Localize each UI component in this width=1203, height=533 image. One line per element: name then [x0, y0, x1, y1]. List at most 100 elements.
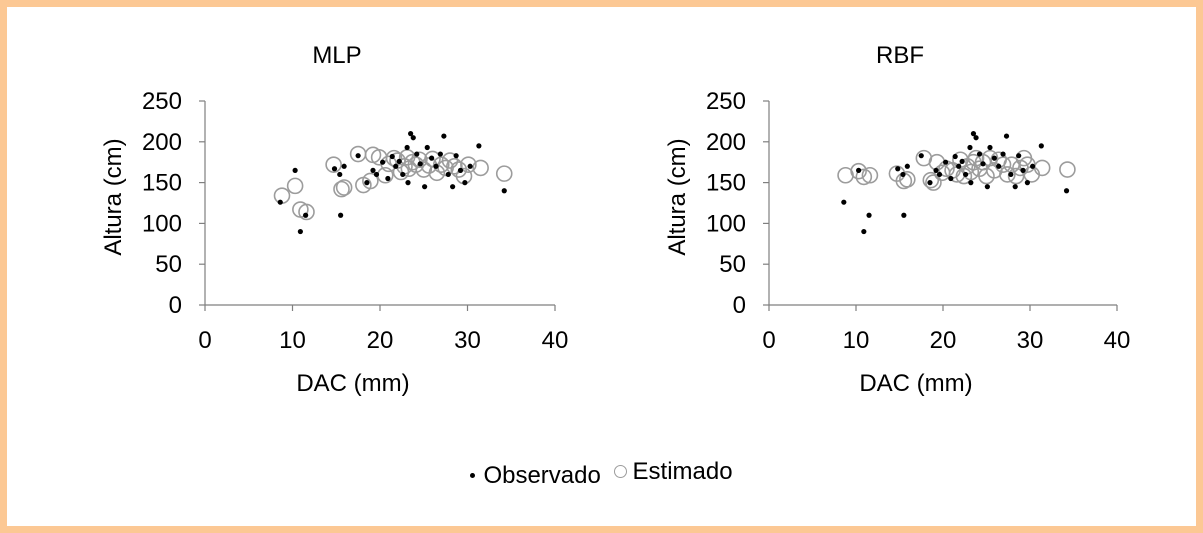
data-point-observado [980, 161, 986, 167]
y-tick-label: 150 [706, 170, 746, 197]
estimated-marker-icon [613, 465, 627, 478]
data-point-observado [991, 155, 997, 161]
data-point-observado [1030, 163, 1036, 169]
legend-label-observed: Observado [483, 461, 601, 489]
data-point-observado [933, 167, 939, 173]
data-point-observado [963, 171, 969, 178]
y-tick-label: 100 [706, 210, 746, 237]
x-tick-label: 10 [843, 327, 870, 354]
data-point-observado [1012, 184, 1018, 190]
y-tick-label: 0 [733, 292, 746, 319]
data-point-observado [918, 153, 924, 159]
data-point-observado [405, 180, 411, 186]
data-point-observado [1000, 151, 1006, 157]
y-tick-label: 150 [142, 170, 182, 197]
data-point-observado [501, 188, 507, 194]
legend-item-observed: Observado [470, 461, 601, 490]
data-point-observado [385, 175, 391, 182]
data-point-observado [987, 144, 993, 151]
y-tick-label: 200 [706, 129, 746, 156]
data-point-observado [450, 184, 456, 190]
data-point-observado [404, 144, 410, 151]
data-point-observado [927, 180, 933, 186]
data-point-observado [973, 135, 979, 141]
x-tick-label: 30 [1017, 327, 1044, 354]
data-point-observado [331, 166, 338, 172]
data-point-observado [970, 131, 977, 137]
y-tick-label: 0 [169, 292, 182, 319]
data-point-observado [441, 133, 447, 139]
y-tick-label: 200 [142, 129, 182, 156]
data-point-estimado [855, 168, 873, 186]
x-tick-label: 40 [542, 327, 569, 354]
y-tick-label: 50 [155, 251, 182, 278]
x-tick-label: 20 [367, 327, 394, 354]
data-point-observado [453, 153, 459, 159]
data-point-estimado [861, 166, 879, 184]
y-tick-label: 250 [142, 88, 182, 115]
data-point-observado [976, 151, 983, 157]
y-tick-label: 50 [719, 251, 746, 278]
data-point-observado [389, 153, 395, 160]
x-tick-label: 40 [1104, 327, 1131, 354]
data-point-estimado [1023, 166, 1041, 183]
data-point-observado [1063, 188, 1070, 194]
data-point-observado [1003, 133, 1010, 139]
x-tick-label: 20 [930, 327, 957, 354]
data-point-observado [277, 199, 283, 205]
data-point-estimado [333, 180, 350, 198]
data-point-estimado [899, 171, 916, 188]
data-point-observado [341, 163, 347, 169]
data-point-observado [1008, 171, 1014, 178]
data-point-observado [866, 212, 872, 218]
data-point-estimado [1059, 161, 1076, 178]
data-point-estimado [415, 161, 433, 178]
data-point-observado [364, 180, 370, 186]
data-point-estimado [1007, 167, 1025, 185]
data-point-estimado [325, 156, 342, 173]
data-point-observado [1016, 153, 1022, 159]
data-point-observado [429, 155, 435, 161]
data-point-observado [1020, 167, 1026, 173]
data-point-estimado [362, 172, 379, 190]
legend-label-estimated: Estimado [632, 457, 733, 485]
data-point-estimado [472, 159, 489, 177]
chart-rbf: RBF 0 10 20 30 40 0 50 100 150 200 250 DAC (mm) Altur… [664, 42, 1130, 397]
data-point-estimado [286, 177, 304, 195]
data-point-estimado [850, 162, 867, 180]
data-point-observado [292, 167, 298, 173]
figure-frame: MLP 0 10 20 30 40 0 50 100 150 200 250 DAC (mm) Altur… [7, 7, 1196, 526]
data-point-observado [1038, 143, 1044, 149]
data-point-observado [467, 163, 473, 169]
data-point-observado [370, 167, 376, 173]
chart-title-rbf: RBF [876, 42, 924, 69]
y-tick-label: 100 [142, 210, 182, 237]
data-point-observado [422, 184, 428, 190]
x-axis-label: DAC (mm) [296, 370, 409, 397]
data-point-observado [424, 144, 430, 151]
data-point-observado [1024, 180, 1030, 186]
data-point-observado [952, 153, 958, 160]
data-point-observado [437, 151, 443, 157]
data-point-estimado [298, 203, 315, 221]
data-point-observado [900, 171, 906, 178]
data-point-observado [410, 135, 416, 141]
data-point-observado [338, 212, 344, 218]
data-point-estimado [441, 152, 459, 169]
data-point-observado [414, 151, 420, 157]
data-point-observado [904, 163, 910, 169]
data-point-estimado [994, 156, 1012, 173]
data-point-observado [895, 166, 901, 172]
data-point-observado [984, 184, 990, 190]
data-point-observado [959, 158, 965, 164]
data-point-observado [393, 163, 399, 169]
data-point-observado [433, 163, 439, 169]
data-point-estimado [446, 157, 463, 175]
data-point-observado [303, 212, 309, 218]
chart-mlp: MLP 0 10 20 30 40 0 50 100 150 200 250 DAC (mm) Altur… [100, 42, 568, 397]
data-point-estimado [999, 166, 1016, 183]
data-point-observado [856, 167, 862, 173]
data-point-observado [408, 131, 414, 137]
data-point-estimado [432, 156, 450, 173]
